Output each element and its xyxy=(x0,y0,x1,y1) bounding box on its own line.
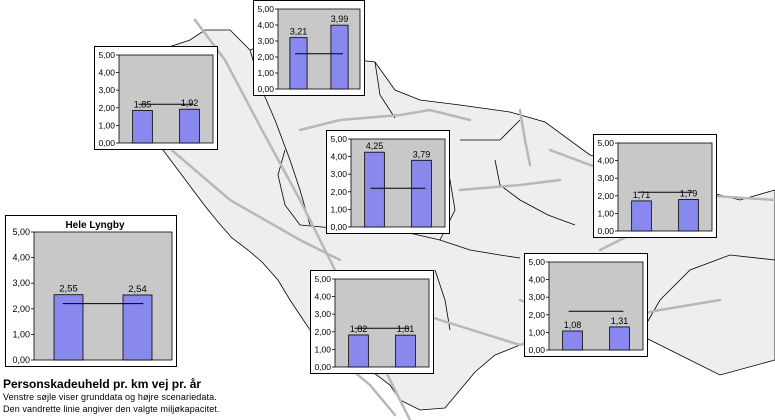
y-tick-label: 0,00 xyxy=(597,226,614,236)
bar-value-label: 2,54 xyxy=(128,284,147,295)
chart-svg: 0,00 1,00 2,00 3,00 4,00 5,00 1,82 1,81 xyxy=(314,274,430,372)
bar xyxy=(122,294,153,361)
bar xyxy=(631,200,652,232)
y-tick-label: 1,00 xyxy=(12,329,30,339)
y-tick-label: 5,00 xyxy=(12,227,30,237)
y-tick-label: 2,00 xyxy=(330,187,347,197)
bar-value-label: 3,79 xyxy=(413,149,431,159)
y-tick-label: 2,00 xyxy=(314,327,331,337)
bar-value-label: 1,08 xyxy=(564,320,582,330)
chart-whole-lyngby: Hele Lyngby 0,00 1,00 2,00 3,00 4,00 5,00 2,55 2… xyxy=(5,215,177,367)
bar-value-label: 1,92 xyxy=(181,98,199,108)
y-tick-label: 0,00 xyxy=(257,84,274,94)
y-tick-label: 2,00 xyxy=(597,191,614,201)
y-tick-label: 0,00 xyxy=(314,362,331,372)
bar xyxy=(53,294,84,361)
y-tick-label: 5,00 xyxy=(528,257,545,267)
y-tick-label: 2,00 xyxy=(257,52,274,62)
chart-east: 0,00 1,00 2,00 3,00 4,00 5,00 1,71 1,79 xyxy=(593,134,717,238)
bar xyxy=(179,108,200,144)
y-tick-label: 3,00 xyxy=(12,278,30,288)
bar xyxy=(348,334,369,368)
y-tick-label: 2,00 xyxy=(12,304,30,314)
y-tick-label: 5,00 xyxy=(98,50,115,60)
y-tick-label: 4,00 xyxy=(597,156,614,166)
y-tick-label: 3,00 xyxy=(597,173,614,183)
bar xyxy=(609,326,630,351)
legend-line-2: Den vandrette linie angiver den valgte m… xyxy=(3,404,220,414)
legend-line-1: Venstre søjle viser grunddata og højre s… xyxy=(3,392,217,402)
bar-value-label: 1,31 xyxy=(611,316,629,326)
chart-svg: 0,00 1,00 2,00 3,00 4,00 5,00 3,21 3,99 xyxy=(257,4,361,94)
y-tick-label: 4,00 xyxy=(12,253,30,263)
y-tick-label: 2,00 xyxy=(98,103,115,113)
bar-value-label: 1,79 xyxy=(680,188,698,198)
y-tick-label: 1,00 xyxy=(257,68,274,78)
y-tick-label: 0,00 xyxy=(330,222,347,232)
y-tick-label: 1,00 xyxy=(330,204,347,214)
y-tick-label: 3,00 xyxy=(257,36,274,46)
bar xyxy=(678,199,699,232)
chart-north: 0,00 1,00 2,00 3,00 4,00 5,00 3,21 3,99 xyxy=(253,0,365,96)
y-tick-label: 0,00 xyxy=(12,355,30,365)
legend-title: Personskadeuheld pr. km vej pr. år xyxy=(3,377,202,391)
y-tick-label: 5,00 xyxy=(597,138,614,148)
bar xyxy=(132,110,153,144)
chart-svg: 0,001,002,003,004,005,001,85 1,92 xyxy=(98,50,214,148)
y-tick-label: 4,00 xyxy=(528,275,545,285)
y-tick-label: 1,00 xyxy=(528,327,545,337)
y-tick-label: 2,00 xyxy=(528,310,545,320)
y-tick-label: 1,00 xyxy=(98,120,115,130)
chart-svg: Hele Lyngby 0,00 1,00 2,00 3,00 4,00 5,00 2,55 2… xyxy=(12,220,173,365)
y-tick-label: 0,00 xyxy=(528,345,545,355)
y-tick-label: 0,00 xyxy=(98,138,115,148)
bar-value-label: 3,21 xyxy=(290,27,308,37)
bar-value-label: 2,55 xyxy=(59,284,78,295)
chart-center: 0,00 1,00 2,00 3,00 4,00 5,00 4,25 3,79 xyxy=(326,130,450,234)
y-tick-label: 1,00 xyxy=(597,208,614,218)
chart-south: 0,00 1,00 2,00 3,00 4,00 5,00 1,82 1,81 xyxy=(310,270,434,374)
chart-northwest: 0,00 1,00 2,00 3,00 4,00 5,00 1,85 1,92 xyxy=(94,46,218,150)
y-tick-label: 4,00 xyxy=(314,292,331,302)
y-tick-label: 5,00 xyxy=(330,134,347,144)
y-tick-label: 5,00 xyxy=(314,274,331,284)
y-tick-label: 3,00 xyxy=(330,169,347,179)
bar xyxy=(562,330,583,351)
chart-southeast: 0,00 1,00 2,00 3,00 4,00 5,00 1,08 1,31 xyxy=(524,253,648,357)
bar xyxy=(395,334,416,368)
bar xyxy=(289,37,308,90)
y-tick-label: 1,00 xyxy=(314,344,331,354)
y-tick-label: 3,00 xyxy=(314,309,331,319)
y-tick-label: 3,00 xyxy=(98,85,115,95)
y-tick-label: 4,00 xyxy=(98,68,115,78)
bar-value-label: 1,82 xyxy=(350,324,368,334)
y-tick-label: 4,00 xyxy=(257,20,274,30)
y-tick-label: 5,00 xyxy=(257,4,274,14)
bar-value-label: 3,99 xyxy=(331,14,349,24)
y-tick-label: 4,00 xyxy=(330,152,347,162)
bar-value-label: 4,25 xyxy=(366,141,384,151)
bar-value-label: 1,81 xyxy=(397,324,415,334)
bar xyxy=(330,24,349,90)
chart-title: Hele Lyngby xyxy=(65,220,125,231)
y-tick-label: 3,00 xyxy=(528,292,545,302)
chart-svg: 0,00 1,00 2,00 3,00 4,00 5,00 1,08 1,31 xyxy=(528,257,644,355)
bar xyxy=(411,159,432,228)
chart-svg: 0,00 1,00 2,00 3,00 4,00 5,00 4,25 3,79 xyxy=(330,134,446,232)
chart-svg: 0,00 1,00 2,00 3,00 4,00 5,00 1,71 1,79 xyxy=(597,138,713,236)
bar xyxy=(364,151,385,228)
bar-value-label: 1,71 xyxy=(633,190,651,200)
